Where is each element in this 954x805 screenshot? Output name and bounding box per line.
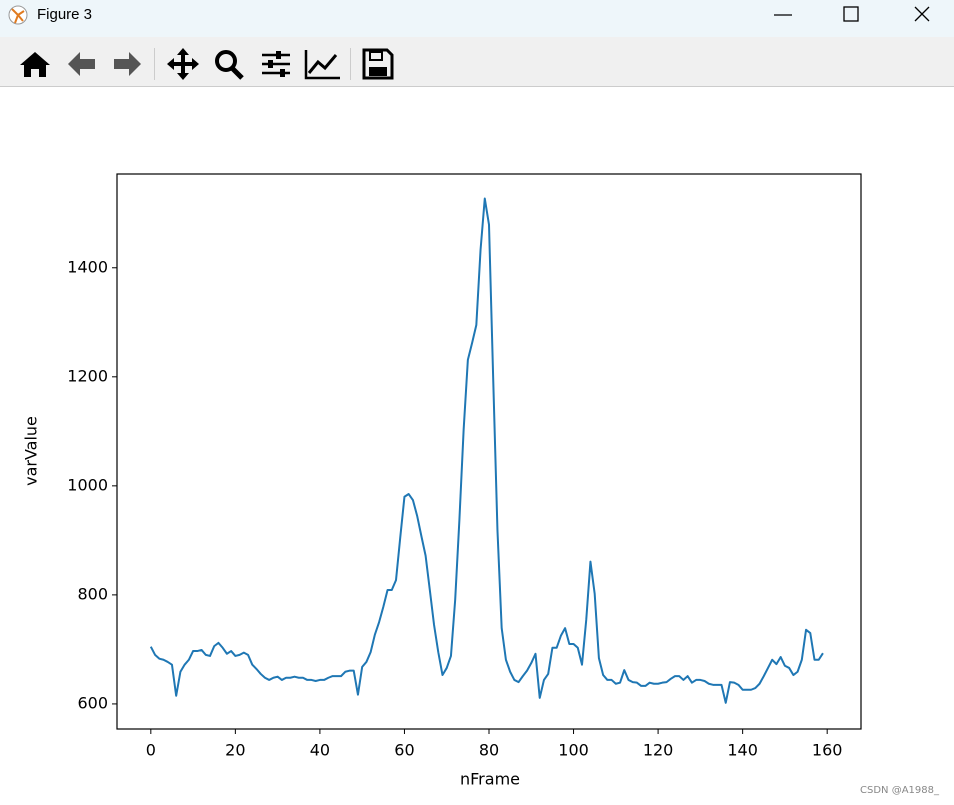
y-tick-label: 1200: [67, 366, 108, 385]
x-tick-label: 40: [310, 741, 330, 760]
x-tick-label: 120: [643, 741, 674, 760]
x-tick-label: 160: [812, 741, 843, 760]
window-title: Figure 3: [37, 6, 92, 23]
back-button[interactable]: [68, 52, 95, 76]
x-tick-label: 100: [558, 741, 589, 760]
slider-knob: [268, 60, 273, 68]
home-button[interactable]: [20, 52, 50, 77]
edit-axes-button[interactable]: [304, 50, 340, 80]
save-icon-part: [369, 67, 387, 76]
toolbar: [0, 37, 954, 87]
x-tick-label: 20: [225, 741, 245, 760]
title-bar: [0, 0, 954, 37]
y-tick-label: 1000: [67, 475, 108, 494]
x-tick-label: 0: [146, 741, 156, 760]
slider-knob: [276, 51, 281, 59]
forward-button[interactable]: [114, 52, 141, 76]
x-tick-label: 60: [394, 741, 414, 760]
save-button[interactable]: [362, 48, 394, 80]
data-line: [149, 197, 824, 704]
y-tick-label: 800: [77, 584, 108, 603]
y-axis-label: varValue: [22, 416, 41, 486]
y-tick-label: 1400: [67, 257, 108, 276]
x-tick-label: 140: [727, 741, 758, 760]
x-tick-label: 80: [479, 741, 499, 760]
slider-knob: [280, 69, 285, 77]
x-axis-label: nFrame: [460, 770, 520, 789]
zoom-handle: [230, 66, 244, 80]
watermark: CSDN @A1988_: [860, 785, 940, 796]
maximize-button[interactable]: [843, 6, 859, 22]
close-button[interactable]: [914, 6, 930, 22]
zoom-button[interactable]: [215, 50, 237, 72]
save-icon-part: [369, 51, 383, 61]
edit-axes-line: [307, 54, 338, 74]
pan-button[interactable]: [167, 48, 199, 80]
y-tick-label: 600: [77, 693, 108, 712]
app-icon-strokes: [11, 8, 25, 24]
